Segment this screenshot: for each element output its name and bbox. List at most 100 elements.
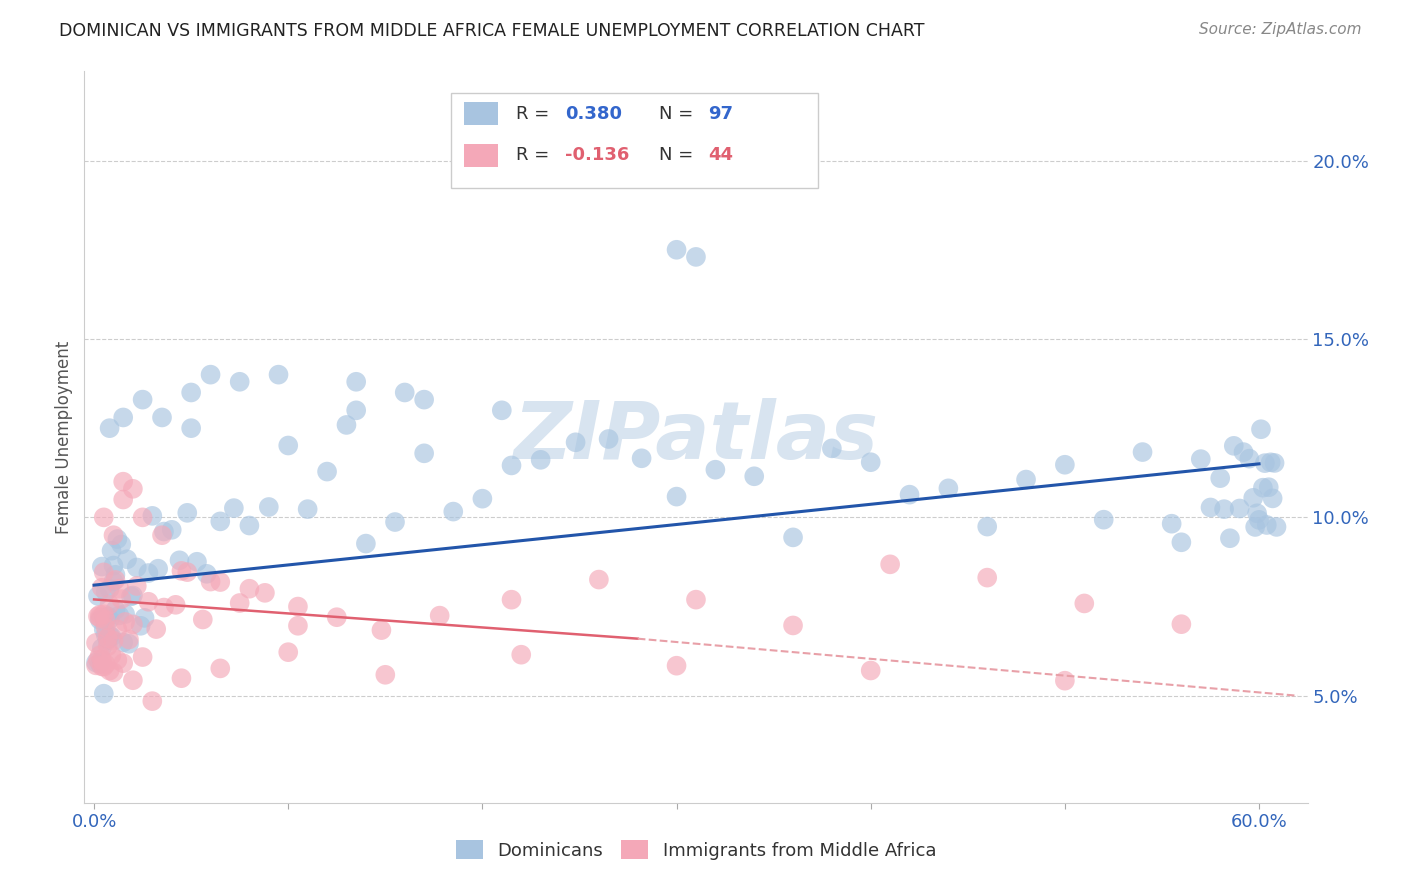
- Point: [176, 565, 198, 579]
- Point: [238, 582, 260, 596]
- Point: [84, 636, 107, 650]
- Point: [120, 589, 142, 603]
- Point: [1254, 456, 1277, 470]
- Point: [100, 630, 122, 644]
- Point: [685, 250, 707, 264]
- Point: [209, 661, 232, 675]
- Point: [89, 648, 111, 663]
- Point: [104, 567, 127, 582]
- Point: [316, 465, 339, 479]
- FancyBboxPatch shape: [464, 102, 498, 126]
- Point: [344, 375, 367, 389]
- Point: [287, 619, 309, 633]
- Point: [976, 519, 998, 533]
- Point: [344, 403, 367, 417]
- Point: [93, 510, 115, 524]
- Point: [441, 505, 464, 519]
- Point: [1229, 501, 1251, 516]
- Point: [685, 592, 707, 607]
- Point: [90, 641, 112, 656]
- Point: [138, 595, 160, 609]
- Point: [1260, 455, 1282, 469]
- Text: 44: 44: [709, 146, 733, 164]
- Point: [122, 482, 145, 496]
- Point: [112, 656, 135, 670]
- Point: [228, 596, 250, 610]
- Point: [413, 392, 436, 407]
- Point: [138, 566, 160, 580]
- Point: [103, 633, 125, 648]
- Point: [105, 623, 128, 637]
- FancyBboxPatch shape: [451, 94, 818, 188]
- Point: [100, 648, 122, 663]
- Point: [1132, 445, 1154, 459]
- Point: [93, 659, 115, 673]
- Point: [510, 648, 533, 662]
- Point: [93, 623, 115, 637]
- Point: [97, 631, 120, 645]
- Point: [1170, 535, 1192, 549]
- Point: [103, 558, 125, 573]
- Point: [1053, 673, 1076, 688]
- Point: [1189, 452, 1212, 467]
- Point: [257, 500, 280, 514]
- Point: [1239, 451, 1261, 466]
- Text: N =: N =: [659, 146, 699, 164]
- Point: [98, 612, 121, 626]
- Point: [176, 506, 198, 520]
- Point: [222, 501, 245, 516]
- Point: [93, 687, 115, 701]
- Point: [630, 451, 652, 466]
- Text: ZIPatlas: ZIPatlas: [513, 398, 879, 476]
- Point: [501, 458, 523, 473]
- Point: [94, 628, 117, 642]
- Point: [370, 623, 392, 637]
- Point: [153, 600, 176, 615]
- Point: [98, 582, 121, 596]
- Point: [1232, 445, 1254, 459]
- Point: [97, 640, 120, 654]
- Point: [89, 607, 111, 622]
- Point: [209, 575, 232, 590]
- Point: [165, 598, 187, 612]
- Point: [145, 622, 167, 636]
- Point: [180, 385, 202, 400]
- Legend: Dominicans, Immigrants from Middle Africa: Dominicans, Immigrants from Middle Afric…: [449, 833, 943, 867]
- Point: [112, 492, 135, 507]
- Point: [100, 543, 122, 558]
- Point: [413, 446, 436, 460]
- Point: [131, 510, 153, 524]
- Point: [94, 613, 117, 627]
- Point: [122, 617, 145, 632]
- Text: R =: R =: [516, 146, 555, 164]
- Point: [94, 621, 117, 635]
- Text: 97: 97: [709, 104, 733, 123]
- Point: [104, 603, 127, 617]
- Point: [200, 368, 222, 382]
- Point: [1265, 520, 1288, 534]
- Point: [384, 515, 406, 529]
- Point: [150, 410, 173, 425]
- Point: [1247, 513, 1270, 527]
- Point: [1251, 481, 1274, 495]
- Point: [115, 552, 138, 566]
- Point: [89, 657, 111, 671]
- Point: [89, 611, 111, 625]
- Point: [598, 432, 620, 446]
- Point: [1261, 491, 1284, 506]
- Point: [150, 528, 173, 542]
- Point: [277, 645, 299, 659]
- Point: [821, 442, 844, 456]
- Point: [665, 658, 688, 673]
- Point: [195, 566, 218, 581]
- Point: [93, 607, 115, 622]
- Point: [104, 573, 127, 587]
- Point: [105, 532, 128, 546]
- Point: [97, 609, 120, 624]
- Point: [491, 403, 513, 417]
- Point: [87, 609, 110, 624]
- Point: [665, 490, 688, 504]
- Point: [87, 589, 110, 603]
- Point: [94, 584, 117, 599]
- Point: [1199, 500, 1222, 515]
